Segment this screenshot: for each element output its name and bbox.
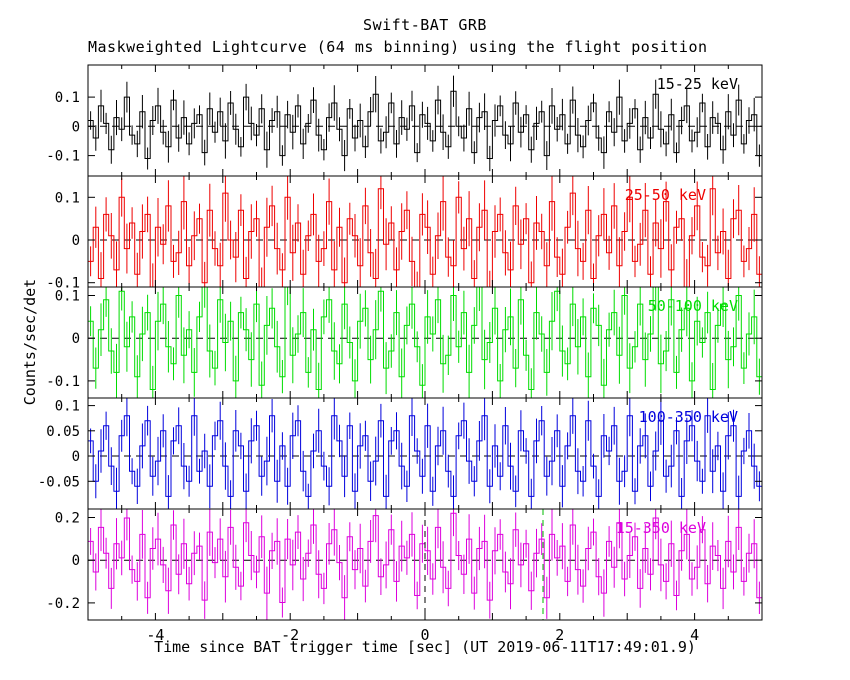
series-50-100-keV — [88, 287, 762, 398]
y-tick-label: -0.1 — [46, 276, 80, 292]
panel-0: 0.1 0 -0.1 15-25 keV — [46, 64, 763, 177]
x-tick-label: -2 — [281, 626, 299, 644]
x-tick-label: 2 — [555, 626, 564, 644]
series-15-25-keV — [88, 75, 762, 172]
y-tick-label: 0 — [72, 553, 80, 569]
band-label: 15-25 keV — [657, 75, 738, 93]
y-tick-label: -0.1 — [46, 374, 80, 390]
y-tick-label: 0 — [72, 331, 80, 347]
y-tick-label: 0.05 — [46, 424, 80, 440]
panel-4: 0.2 0 -0.2 15-350 keV — [46, 508, 763, 621]
y-tick-label: 0 — [72, 119, 80, 135]
x-axis-label: Time since BAT trigger time [sec] (UT 20… — [154, 638, 696, 656]
series-25-50-keV — [88, 176, 762, 287]
x-tick-label: 0 — [420, 626, 429, 644]
series-100-350-keV — [88, 398, 762, 509]
band-label: 25-50 keV — [625, 186, 706, 204]
y-tick-label: -0.05 — [38, 474, 80, 490]
y-tick-label: 0.1 — [55, 289, 80, 305]
band-label: 100-350 keV — [639, 408, 738, 426]
plot-subtitle: Maskweighted Lightcurve (64 ms binning) … — [88, 38, 708, 56]
y-tick-label: -0.1 — [46, 149, 80, 165]
plot-title: Swift-BAT GRB — [363, 16, 487, 34]
x-tick-label: -4 — [146, 626, 164, 644]
panel-2: 0.1 0 -0.1 50-100 keV — [46, 286, 763, 399]
y-tick-label: 0 — [72, 233, 80, 249]
y-tick-label: -0.2 — [46, 596, 80, 612]
panel-3: 0.1 0.05 0 -0.05 100-350 keV — [38, 397, 763, 510]
y-tick-label: 0 — [72, 449, 80, 465]
y-tick-label: 0.1 — [55, 190, 80, 206]
band-label: 15-350 keV — [616, 519, 706, 537]
band-label: 50-100 keV — [648, 297, 738, 315]
x-tick-label: 4 — [690, 626, 699, 644]
y-tick-label: 0.2 — [55, 511, 80, 527]
y-tick-label: 0.1 — [55, 90, 80, 106]
panel-1: 0.1 0 -0.1 25-50 keV — [46, 175, 763, 292]
y-tick-label: 0.1 — [55, 399, 80, 415]
